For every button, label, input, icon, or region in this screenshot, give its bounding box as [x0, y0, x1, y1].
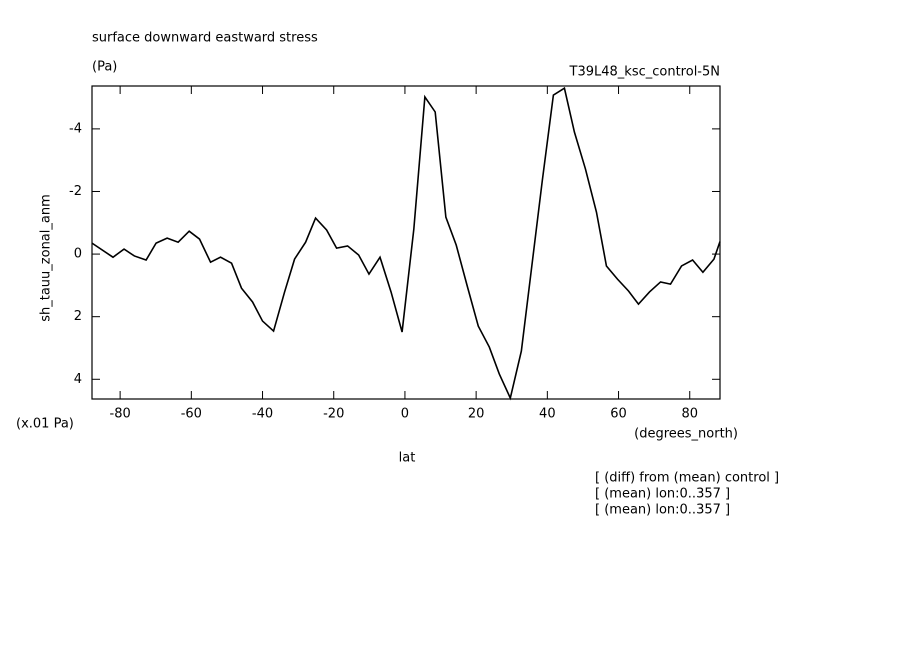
- y-tick-label: -2: [69, 184, 82, 199]
- note: [ (mean) lon:0..357 ]: [595, 503, 730, 518]
- x-tick-label: 80: [681, 407, 698, 422]
- y-tick-label: 0: [74, 247, 82, 262]
- x-tick-label: 40: [539, 407, 556, 422]
- x-tick-label: -80: [110, 407, 131, 422]
- x-tick-label: -60: [181, 407, 202, 422]
- y-tick-label: 2: [74, 309, 82, 324]
- subtitle: (Pa): [92, 60, 117, 75]
- x-tick-label: 20: [468, 407, 485, 422]
- x-units: (degrees_north): [634, 427, 738, 442]
- y-tick-label: -4: [69, 121, 82, 136]
- y-axis-label: sh_tauu_zonal_anm: [39, 194, 54, 322]
- y-tick-label: 4: [74, 372, 82, 387]
- chart-title: surface downward eastward stress: [92, 31, 318, 46]
- note: [ (mean) lon:0..357 ]: [595, 487, 730, 502]
- x-axis-label: lat: [399, 451, 416, 466]
- x-tick-label: -40: [252, 407, 273, 422]
- plot-frame: [91, 85, 721, 400]
- x-tick-label: 0: [401, 407, 409, 422]
- x-tick-label: 60: [610, 407, 627, 422]
- data-line: [91, 86, 721, 401]
- y-units: (x.01 Pa): [16, 417, 74, 432]
- x-tick-label: -20: [323, 407, 344, 422]
- note: [ (diff) from (mean) control ]: [595, 471, 779, 486]
- dataset-label: T39L48_ksc_control-5N: [569, 65, 720, 80]
